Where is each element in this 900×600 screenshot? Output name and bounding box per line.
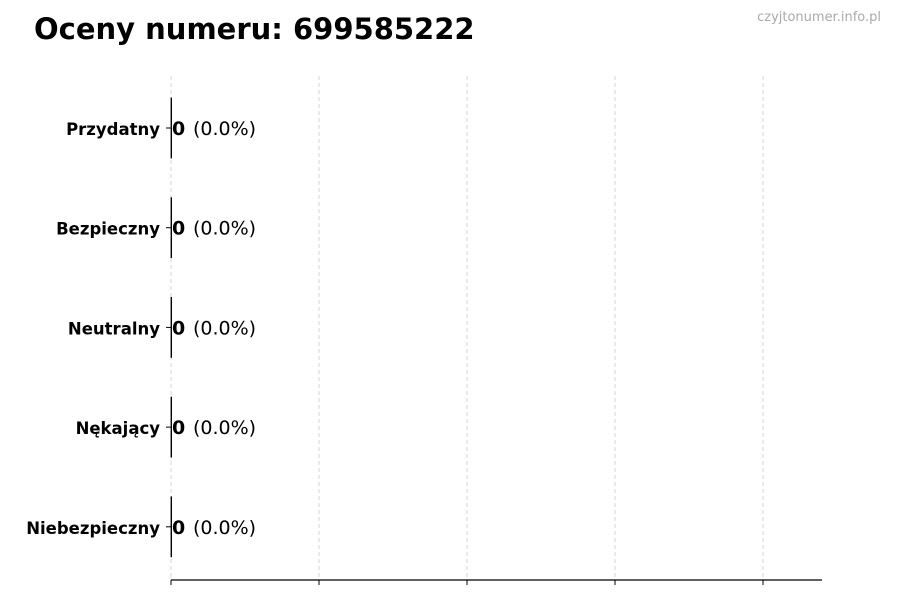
percent-label: (0.0%)	[193, 417, 256, 439]
percent-label: (0.0%)	[193, 517, 256, 539]
y-tick-label: Przydatny	[66, 120, 160, 139]
percent-label: (0.0%)	[193, 118, 256, 140]
percent-label: (0.0%)	[193, 317, 256, 339]
y-tick-label: Bezpieczny	[56, 220, 160, 239]
y-tick-label: Nękający	[76, 419, 161, 438]
value-label: 0	[172, 218, 185, 240]
value-label: 0	[172, 517, 185, 539]
y-tick-label: Neutralny	[68, 319, 160, 338]
value-label: 0	[172, 317, 185, 339]
value-label: 0	[172, 417, 185, 439]
chart-title: Oceny numeru: 699585222	[34, 12, 475, 46]
percent-label: (0.0%)	[193, 218, 256, 240]
value-label: 0	[172, 118, 185, 140]
y-tick-label: Niebezpieczny	[26, 519, 160, 538]
watermark: czyjtonumer.info.pl	[757, 10, 881, 25]
